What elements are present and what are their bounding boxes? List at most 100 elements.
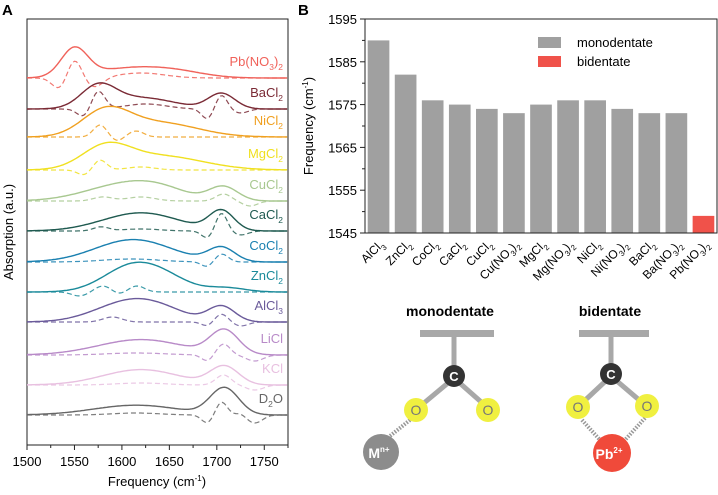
bar-8 (584, 100, 606, 233)
spectrum-label: MgCl2 (248, 146, 283, 164)
oxygen-atom (476, 398, 500, 422)
spectrum-line-MgCl2 (27, 141, 288, 171)
oxygen-atom (404, 398, 428, 422)
bar-0 (367, 40, 390, 234)
spectra-plot-frame (26, 18, 289, 446)
spectrum-label: Pb(NO3)2 (230, 54, 284, 72)
bar-chart: 1545 1555 1565 1575 1585 1595 AlCl3ZnCl2CoCl2… (301, 12, 718, 283)
derivative-line-ZnCl2 (27, 285, 288, 297)
carbon-label: C (606, 367, 616, 382)
spectrum-label: LiCl (261, 331, 284, 346)
oxygen-label: O (483, 402, 494, 418)
bar-5 (503, 113, 525, 233)
bar-category-label: AlCl3 (358, 237, 389, 268)
legend-swatch-bidentate (538, 56, 561, 67)
surface-bar (579, 330, 649, 337)
x-tick-label: 1550 (60, 454, 89, 469)
spectrum-line-LiCl (26, 328, 288, 356)
bidentate-diagram: bidentate C O O Pb2+ (566, 303, 659, 472)
bar-9 (611, 108, 634, 233)
bar-category-label: CoCl2 (409, 237, 443, 271)
lead-label: Pb2+ (595, 446, 622, 462)
derivative-line-D2O (27, 401, 288, 424)
spectrum-label: CaCl2 (249, 207, 283, 225)
spectrum-label: D2O (259, 391, 283, 409)
carbon-atom (443, 365, 465, 387)
ir-spectra-chart: Pb(NO3)2 BaCl2 NiCl2 MgCl2 CuCl2 CaCl2 CoCl2 Zn… (1, 18, 289, 489)
bar-10 (638, 113, 661, 233)
oxygen-label: O (411, 402, 422, 418)
spectrum-label: AlCl3 (254, 298, 283, 316)
bar-6 (530, 104, 552, 233)
bar-legend: monodentate bidentate (538, 35, 653, 69)
spectrum-line-ZnCl2 (27, 261, 288, 293)
coordination-bond (388, 418, 412, 438)
oxygen-label: O (573, 399, 584, 415)
spectrum-line-CoCl2 (26, 238, 288, 263)
spectrum-label: NiCl2 (254, 113, 284, 131)
metal-ion (363, 434, 399, 470)
spectrum-label: CuCl2 (249, 177, 283, 195)
y-tick-label: 1555 (328, 183, 357, 198)
monodentate-title: monodentate (406, 303, 494, 319)
legend-label-bidentate: bidentate (577, 54, 631, 69)
metal-label: Mn+ (368, 445, 390, 461)
bar-category-label: ZnCl2 (383, 237, 416, 270)
spectrum-label: ZnCl2 (251, 268, 283, 286)
bar-1 (394, 74, 417, 233)
spectrum-label: KCl (262, 361, 283, 376)
binding-mode-diagram: monodentate C O O Mn+ bidentate C (363, 303, 659, 472)
legend-label-monodentate: monodentate (577, 35, 653, 50)
y-tick-label: 1575 (328, 98, 357, 113)
spectrum-label: CoCl2 (249, 238, 283, 256)
coordination-bond (623, 416, 647, 442)
lead-ion (593, 434, 631, 472)
bar-2 (421, 100, 444, 233)
derivative-line-CaCl2 (27, 213, 288, 238)
legend-swatch-monodentate (538, 37, 561, 48)
oxygen-atom (635, 394, 659, 418)
oxygen-atom (566, 395, 590, 419)
spectrum-line-KCl (27, 364, 288, 386)
spectra-y-axis-label: Absorption (a.u.) (1, 184, 16, 280)
bar-4 (476, 108, 498, 233)
derivative-line-KCl (27, 374, 288, 391)
spectrum-line-BaCl2 (27, 82, 288, 110)
spectrum-line-NiCl2 (26, 105, 288, 138)
panel-label-b: B (298, 2, 309, 19)
carbon-atom (600, 363, 622, 385)
derivative-line-CoCl2 (27, 253, 288, 267)
derivative-line-BaCl2 (27, 90, 288, 119)
derivative-line-NiCl2 (27, 124, 288, 141)
bidentate-title: bidentate (579, 303, 641, 319)
spectrum-label: BaCl2 (250, 85, 283, 103)
derivative-line-MgCl2 (27, 159, 288, 176)
x-tick-label: 1700 (202, 454, 231, 469)
spectrum-line-CaCl2 (27, 208, 288, 232)
derivative-line-LiCl (27, 343, 288, 362)
y-tick-label: 1545 (328, 226, 357, 241)
y-tick-label: 1595 (328, 12, 357, 27)
x-tick-label: 1600 (107, 454, 136, 469)
y-tick-label: 1585 (328, 55, 357, 70)
carbon-label: C (449, 369, 459, 384)
spectrum-line-D2O (27, 386, 288, 416)
oxygen-label: O (642, 398, 653, 414)
spectra-x-axis-label: Frequency (cm-1) (108, 474, 206, 489)
surface-bar (420, 330, 494, 337)
bar-category-label: CaCl2 (436, 237, 470, 271)
spectrum-line-CuCl2 (26, 180, 288, 202)
derivative-line-Pb(NO3)2 (27, 60, 288, 89)
bar-7 (557, 100, 579, 233)
bar-12 (692, 215, 715, 233)
bar-11 (665, 113, 688, 233)
monodentate-diagram: monodentate C O O Mn+ (363, 303, 500, 470)
y-tick-label: 1565 (328, 140, 357, 155)
x-tick-label: 1500 (13, 454, 42, 469)
bar-y-axis-label: Frequency (cm-1) (301, 77, 316, 175)
coordination-bond (580, 418, 602, 442)
x-tick-label: 1650 (155, 454, 184, 469)
bar-3 (448, 104, 471, 233)
derivative-line-CuCl2 (27, 193, 288, 207)
